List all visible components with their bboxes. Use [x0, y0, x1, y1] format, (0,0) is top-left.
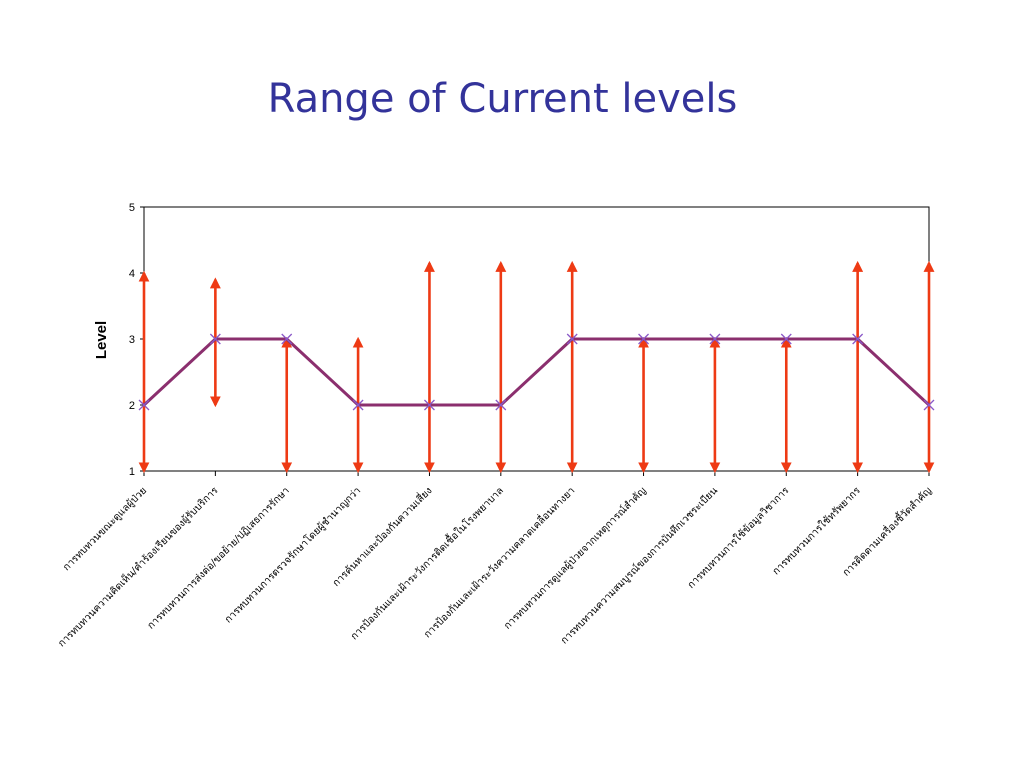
- category-label: การทบทวนการส่งต่อ/ขอย้าย/ปฏิเสธการรักษา: [145, 485, 292, 632]
- y-tick-label: 5: [129, 202, 135, 214]
- data-point-marker: [566, 333, 578, 345]
- data-point-marker: [352, 399, 364, 411]
- category-label: การทบทวนการดูแลผู้ป่วยจากเหตุการณ์สำคัญ: [502, 485, 649, 632]
- data-point-marker: [281, 333, 293, 345]
- slide-title: Range of Current levels: [267, 76, 738, 122]
- category-label: การทบทวนความคิดเห็น/คำร้องเรียนของผู้รับ…: [54, 483, 221, 650]
- category-label: การทบทวนความสมบูรณ์ของการบันทึกเวชระเบีย…: [558, 485, 720, 647]
- data-point-marker: [780, 333, 792, 345]
- data-point-marker: [638, 333, 650, 345]
- series-line: [142, 337, 931, 407]
- data-point-marker: [709, 333, 721, 345]
- data-point-marker: [495, 399, 507, 411]
- y-tick-label: 4: [129, 268, 135, 280]
- y-tick-label: 3: [129, 334, 135, 346]
- category-label: การป้องกันและเฝ้าระวังความคลาดเคลื่อนทาง…: [420, 483, 577, 640]
- y-tick-label: 1: [129, 466, 135, 478]
- data-point-marker: [138, 399, 150, 411]
- category-label: การทบทวนการตรวจรักษาโดยผู้ชำนาญกว่า: [222, 484, 364, 626]
- y-tick-label: 2: [129, 400, 135, 412]
- data-point-marker: [923, 399, 935, 411]
- y-axis-title: Level: [93, 321, 110, 359]
- category-label: การป้องกันและเฝ้าระวังการติดเชื้อในโรงพย…: [347, 483, 506, 642]
- data-point-marker: [852, 333, 864, 345]
- data-point-marker: [423, 399, 435, 411]
- data-point-marker: [209, 333, 221, 345]
- category-label: การทบทวนขณะดูแลผู้ป่วย: [61, 485, 150, 574]
